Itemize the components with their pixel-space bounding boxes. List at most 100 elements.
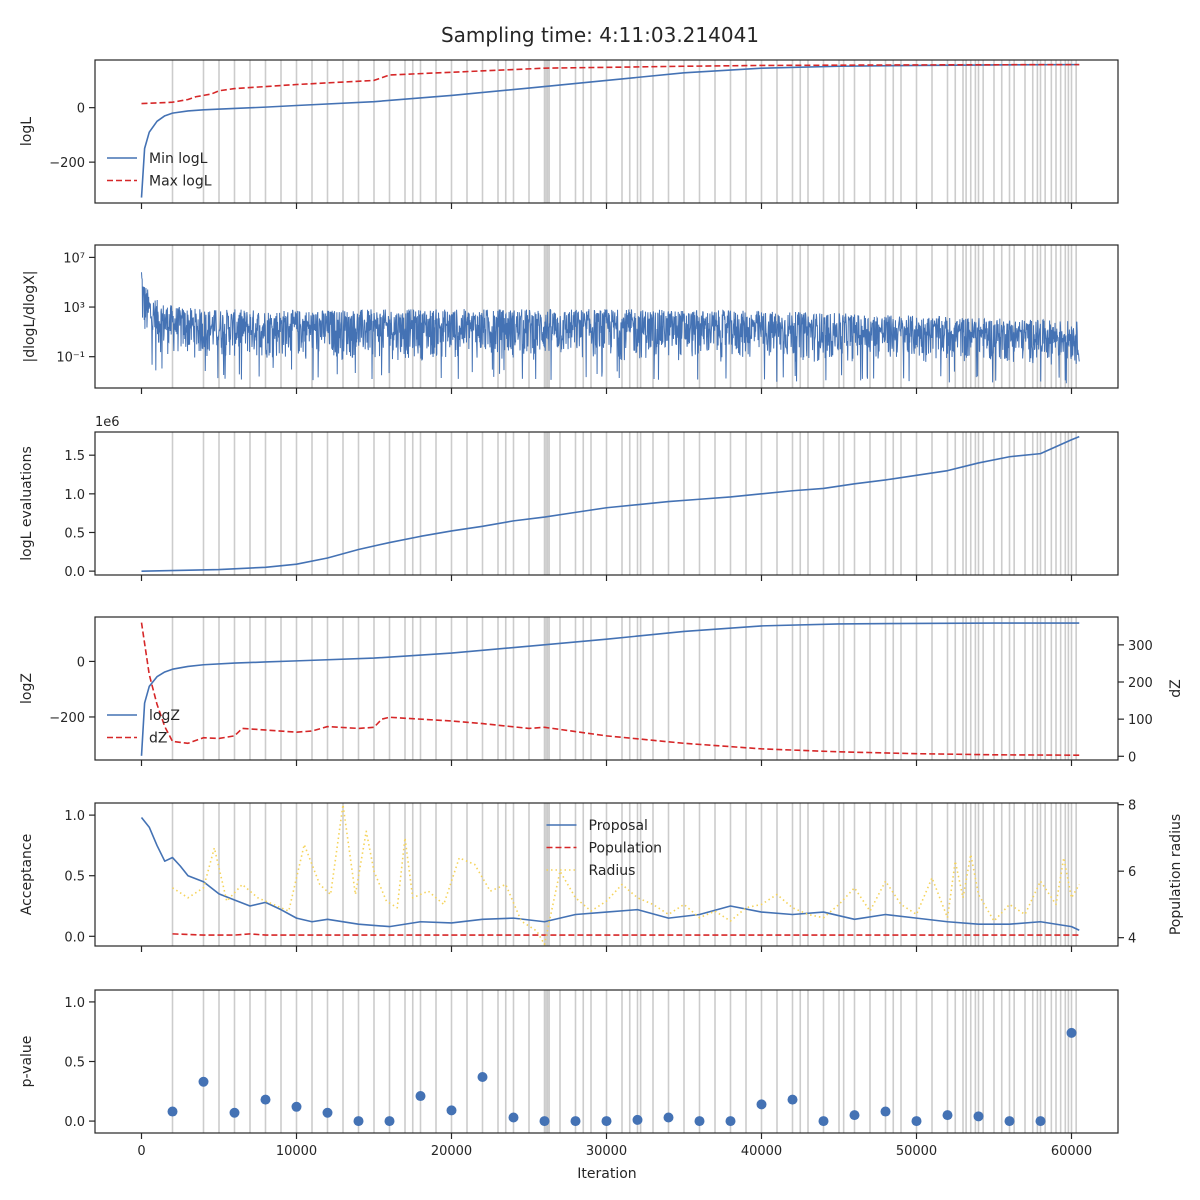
y-axis-label: Acceptance — [19, 834, 35, 915]
y-tick-label: 0.5 — [64, 870, 85, 885]
y-axis-label: |dlogL/dlogX| — [22, 271, 38, 363]
x-tick-label: 40000 — [741, 1144, 782, 1159]
p-value-point — [663, 1112, 674, 1123]
p-value-point — [818, 1116, 829, 1127]
plot-area — [167, 990, 1077, 1133]
y-tick-label: 0.5 — [64, 526, 85, 541]
p-value-point — [911, 1116, 922, 1127]
series-line-min-logl — [140, 63, 1080, 198]
p-value-point — [229, 1107, 240, 1118]
p-value-point — [694, 1116, 705, 1127]
y2-tick-label: 6 — [1128, 865, 1136, 880]
p-value-point — [1035, 1116, 1046, 1127]
p-value-point — [291, 1101, 302, 1112]
y2-tick-label: 4 — [1128, 932, 1136, 947]
p-value-point — [353, 1116, 364, 1127]
p-value-point — [756, 1099, 767, 1110]
x-tick-label: 0 — [137, 1144, 145, 1159]
y2-tick-label: 100 — [1128, 713, 1153, 728]
y-tick-label: 1.0 — [64, 996, 85, 1011]
y2-tick-label: 8 — [1128, 799, 1136, 814]
panel-2: 10⁻¹ 10³ 10⁷ |dlogL/dlogX| — [22, 244, 1119, 394]
p-value-point — [446, 1105, 457, 1116]
plot-area — [140, 617, 1080, 760]
legend-label: Max logL — [149, 174, 212, 190]
y-tick-label: 1.0 — [64, 809, 85, 824]
p-value-point — [942, 1110, 953, 1121]
p-value-point — [260, 1094, 271, 1105]
p-value-point — [601, 1116, 612, 1127]
y-axis-label: logL — [19, 117, 35, 146]
p-value-point — [508, 1112, 519, 1123]
y-tick-label: 10⁷ — [63, 251, 85, 266]
legend-label: Min logL — [149, 151, 208, 167]
y-tick-label: 0.0 — [64, 1115, 85, 1130]
panel-4: −200 0 0 100 200 300 dZ logZ logZ dZ — [19, 616, 1184, 766]
p-value-point — [570, 1116, 581, 1127]
panel-3: 0.0 0.5 1.0 1.5 logL evaluations 1e6 — [19, 415, 1119, 581]
x-axis-label: Iteration — [577, 1166, 636, 1182]
p-value-point — [880, 1106, 891, 1117]
y-axis-label: p-value — [19, 1036, 35, 1088]
y-tick-label: 0 — [77, 102, 85, 117]
p-value-point — [539, 1116, 550, 1127]
y-tick-label: 10³ — [63, 301, 85, 316]
p-value-point — [849, 1110, 860, 1121]
plot-area — [141, 432, 1080, 575]
p-value-point — [1066, 1027, 1077, 1038]
series-line-proposal — [140, 817, 1080, 931]
p-value-point — [415, 1091, 426, 1102]
y-tick-label: 0.5 — [64, 1056, 85, 1071]
series-line-max-logl — [141, 63, 1080, 105]
x-tick-label: 30000 — [586, 1144, 627, 1159]
p-value-point — [477, 1071, 488, 1082]
series-line-dz — [140, 622, 1080, 756]
plot-area — [140, 60, 1080, 203]
p-value-point — [384, 1116, 395, 1127]
y-tick-label: 0.0 — [64, 565, 85, 580]
y-tick-label: −200 — [49, 711, 85, 726]
y2-axis-label: Population radius — [1168, 814, 1184, 935]
y-tick-label: 0 — [77, 655, 85, 670]
y-tick-label: 10⁻¹ — [56, 351, 85, 366]
y2-axis-label: dZ — [1168, 679, 1184, 697]
panels: −200 0 logL Min logL Max logL 10⁻¹ 10³ 10⁷ |dlog… — [19, 59, 1184, 1159]
p-value-point — [787, 1094, 798, 1105]
plot-area — [140, 803, 1080, 946]
p-value-point — [725, 1116, 736, 1127]
y-tick-label: 0.0 — [64, 930, 85, 945]
series-line-radius — [172, 803, 1080, 946]
figure-title: Sampling time: 4:11:03.214041 — [441, 23, 759, 47]
x-tick-label: 50000 — [896, 1144, 937, 1159]
y2-tick-label: 0 — [1128, 750, 1136, 765]
p-value-point — [167, 1106, 178, 1117]
legend-label: Population — [589, 841, 663, 857]
y-axis-label: logZ — [19, 673, 35, 704]
legend-label: Proposal — [589, 818, 648, 834]
p-value-point — [198, 1076, 209, 1087]
plot-area — [141, 245, 1080, 388]
series-line-logz — [140, 622, 1080, 756]
panel-6: 0 10000 20000 30000 40000 50000 60000 0.0 0.5 1.0… — [19, 989, 1119, 1159]
p-value-point — [1004, 1116, 1015, 1127]
p-value-point — [632, 1114, 643, 1125]
x-tick-label: 20000 — [431, 1144, 472, 1159]
panel-1: −200 0 logL Min logL Max logL — [19, 59, 1119, 209]
y-tick-label: 1.5 — [64, 449, 85, 464]
legend-label: dZ — [149, 731, 167, 747]
x-tick-label: 60000 — [1051, 1144, 1092, 1159]
series-line-population — [172, 933, 1080, 936]
y2-tick-label: 300 — [1128, 639, 1153, 654]
p-value-point — [973, 1111, 984, 1122]
y2-tick-label: 200 — [1128, 676, 1153, 691]
x-tick-label: 10000 — [276, 1144, 317, 1159]
derivative-line — [141, 272, 1080, 384]
series-line-main — [141, 435, 1080, 572]
y-axis-label: logL evaluations — [19, 446, 35, 561]
y-tick-label: −200 — [49, 156, 85, 171]
p-value-point — [322, 1107, 333, 1118]
offset-text: 1e6 — [95, 415, 120, 430]
y-tick-label: 1.0 — [64, 488, 85, 503]
legend-label: logZ — [149, 708, 180, 724]
